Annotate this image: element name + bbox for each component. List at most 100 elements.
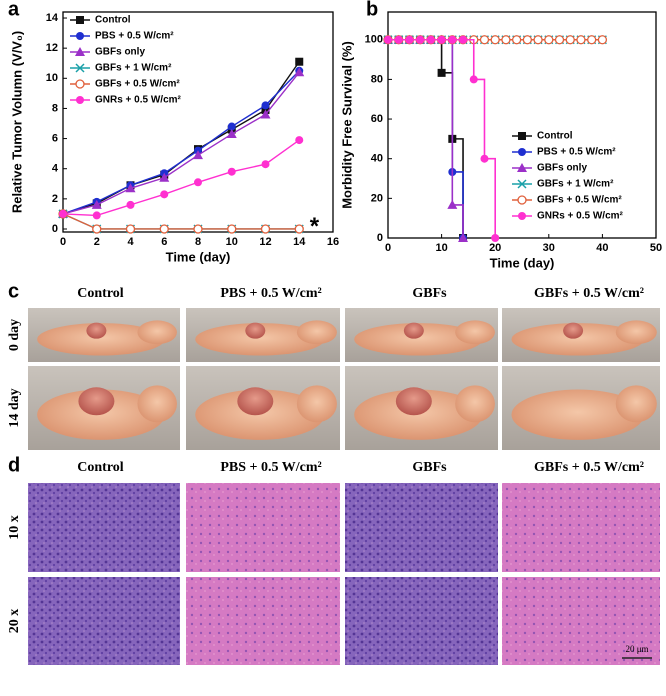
- row-label: 20 x: [7, 609, 22, 634]
- chart: b 0 10 20 30 40 50 0 20 40 60 80 100 Time (day) Morbid…: [339, 0, 662, 270]
- legend-label: Control: [95, 15, 131, 26]
- marker: [295, 136, 304, 145]
- marker: [126, 200, 135, 209]
- marker: [491, 234, 500, 242]
- marker: [565, 35, 575, 45]
- column-header: Control: [77, 286, 124, 301]
- tumor: [86, 322, 107, 339]
- y-tick-label: 20: [371, 192, 383, 204]
- tumor: [245, 322, 266, 339]
- marker: [193, 150, 203, 160]
- marker: [448, 35, 457, 44]
- row-label: 10 x: [7, 515, 22, 540]
- marker: [227, 167, 236, 176]
- marker: [394, 35, 403, 44]
- marker: [261, 160, 270, 169]
- marker: [125, 224, 136, 234]
- column-header: PBS + 0.5 W/cm²: [220, 460, 321, 475]
- marker: [59, 209, 67, 218]
- x-tick-label: 2: [94, 236, 100, 248]
- column-header: GBFs: [412, 286, 447, 301]
- legend-label: PBS + 0.5 W/cm²: [537, 147, 616, 158]
- marker: [554, 35, 565, 45]
- marker: [426, 35, 435, 44]
- micrograph: [502, 577, 660, 665]
- micrograph-tint: [28, 577, 180, 665]
- x-tick-label: 10: [435, 242, 447, 254]
- panel-label: b: [366, 0, 378, 20]
- legend-label: GBFs + 0.5 W/cm²: [537, 195, 622, 206]
- x-tick-label: 40: [596, 242, 608, 254]
- mouse-head: [296, 385, 337, 423]
- series-line: [62, 70, 300, 215]
- marker: [405, 35, 414, 44]
- column-header: GBFs + 0.5 W/cm²: [534, 286, 644, 301]
- marker: [511, 35, 522, 45]
- mouse-body: [195, 323, 325, 356]
- marker: [447, 199, 458, 209]
- legend-marker: [517, 163, 527, 172]
- marker: [479, 35, 490, 45]
- marker: [294, 67, 305, 77]
- micrograph: [345, 577, 498, 665]
- marker: [597, 35, 608, 45]
- x-axis-title: Time (day): [490, 255, 555, 270]
- legend-label: Control: [537, 131, 573, 142]
- x-tick-label: 30: [543, 242, 555, 254]
- marker: [159, 224, 169, 234]
- legend-marker: [76, 32, 84, 40]
- legend-marker: [518, 132, 526, 140]
- annotation: *: [310, 213, 320, 240]
- mouse-head: [455, 385, 495, 423]
- mouse-head: [296, 320, 337, 345]
- legend-marker: [517, 179, 527, 189]
- mouse-body: [354, 323, 483, 356]
- y-axis-title: Morbidity Free Survival (%): [339, 41, 354, 209]
- y-axis-title: Relative Tumor Volumn (V/V₀): [9, 31, 24, 213]
- y-tick-label: 40: [371, 153, 383, 165]
- column-header: PBS + 0.5 W/cm²: [220, 286, 321, 301]
- legend-marker: [518, 148, 526, 156]
- y-tick-label: 100: [365, 34, 383, 46]
- mouse-head: [615, 320, 657, 345]
- column-header: GBFs: [412, 460, 447, 475]
- micrograph: [28, 577, 180, 665]
- marker: [226, 129, 237, 139]
- marker: [227, 224, 237, 234]
- marker: [193, 224, 203, 234]
- legend-label: GBFs only: [95, 47, 145, 58]
- legend-label: GBFs only: [537, 163, 587, 174]
- marker: [92, 211, 101, 220]
- legend-marker: [75, 79, 85, 89]
- marker: [544, 35, 554, 45]
- y-tick-label: 6: [52, 132, 58, 144]
- marker: [437, 35, 446, 44]
- marker: [533, 35, 543, 45]
- micrograph: [186, 577, 340, 665]
- legend-marker: [75, 63, 85, 73]
- legend-label: GBFs + 1 W/cm²: [537, 179, 614, 190]
- series-line: [62, 71, 300, 215]
- tumor: [78, 387, 115, 416]
- x-tick-label: 20: [489, 242, 501, 254]
- x-tick-label: 10: [226, 236, 238, 248]
- micrograph-tint: [502, 577, 660, 665]
- micrograph-tint: [28, 483, 180, 572]
- y-tick-label: 2: [52, 193, 58, 205]
- marker: [459, 35, 468, 44]
- scale-bar-label: 20 μm: [625, 644, 648, 654]
- tumor: [403, 322, 424, 339]
- x-tick-label: 0: [385, 242, 391, 254]
- micrograph-tint: [186, 483, 340, 572]
- marker: [260, 224, 271, 234]
- mouse-body: [511, 323, 645, 356]
- tumor: [237, 387, 274, 416]
- x-tick-label: 12: [259, 236, 271, 248]
- legend-label: GNRs + 0.5 W/cm²: [537, 211, 624, 222]
- tumor: [395, 387, 432, 416]
- marker: [160, 190, 169, 199]
- charts: a 0 2 4 6 8 10 12 14 16 0 2 4 6 8 10 12 14 Time (day) Relat…: [8, 0, 662, 270]
- marker: [458, 233, 469, 242]
- x-tick-label: 0: [60, 236, 66, 248]
